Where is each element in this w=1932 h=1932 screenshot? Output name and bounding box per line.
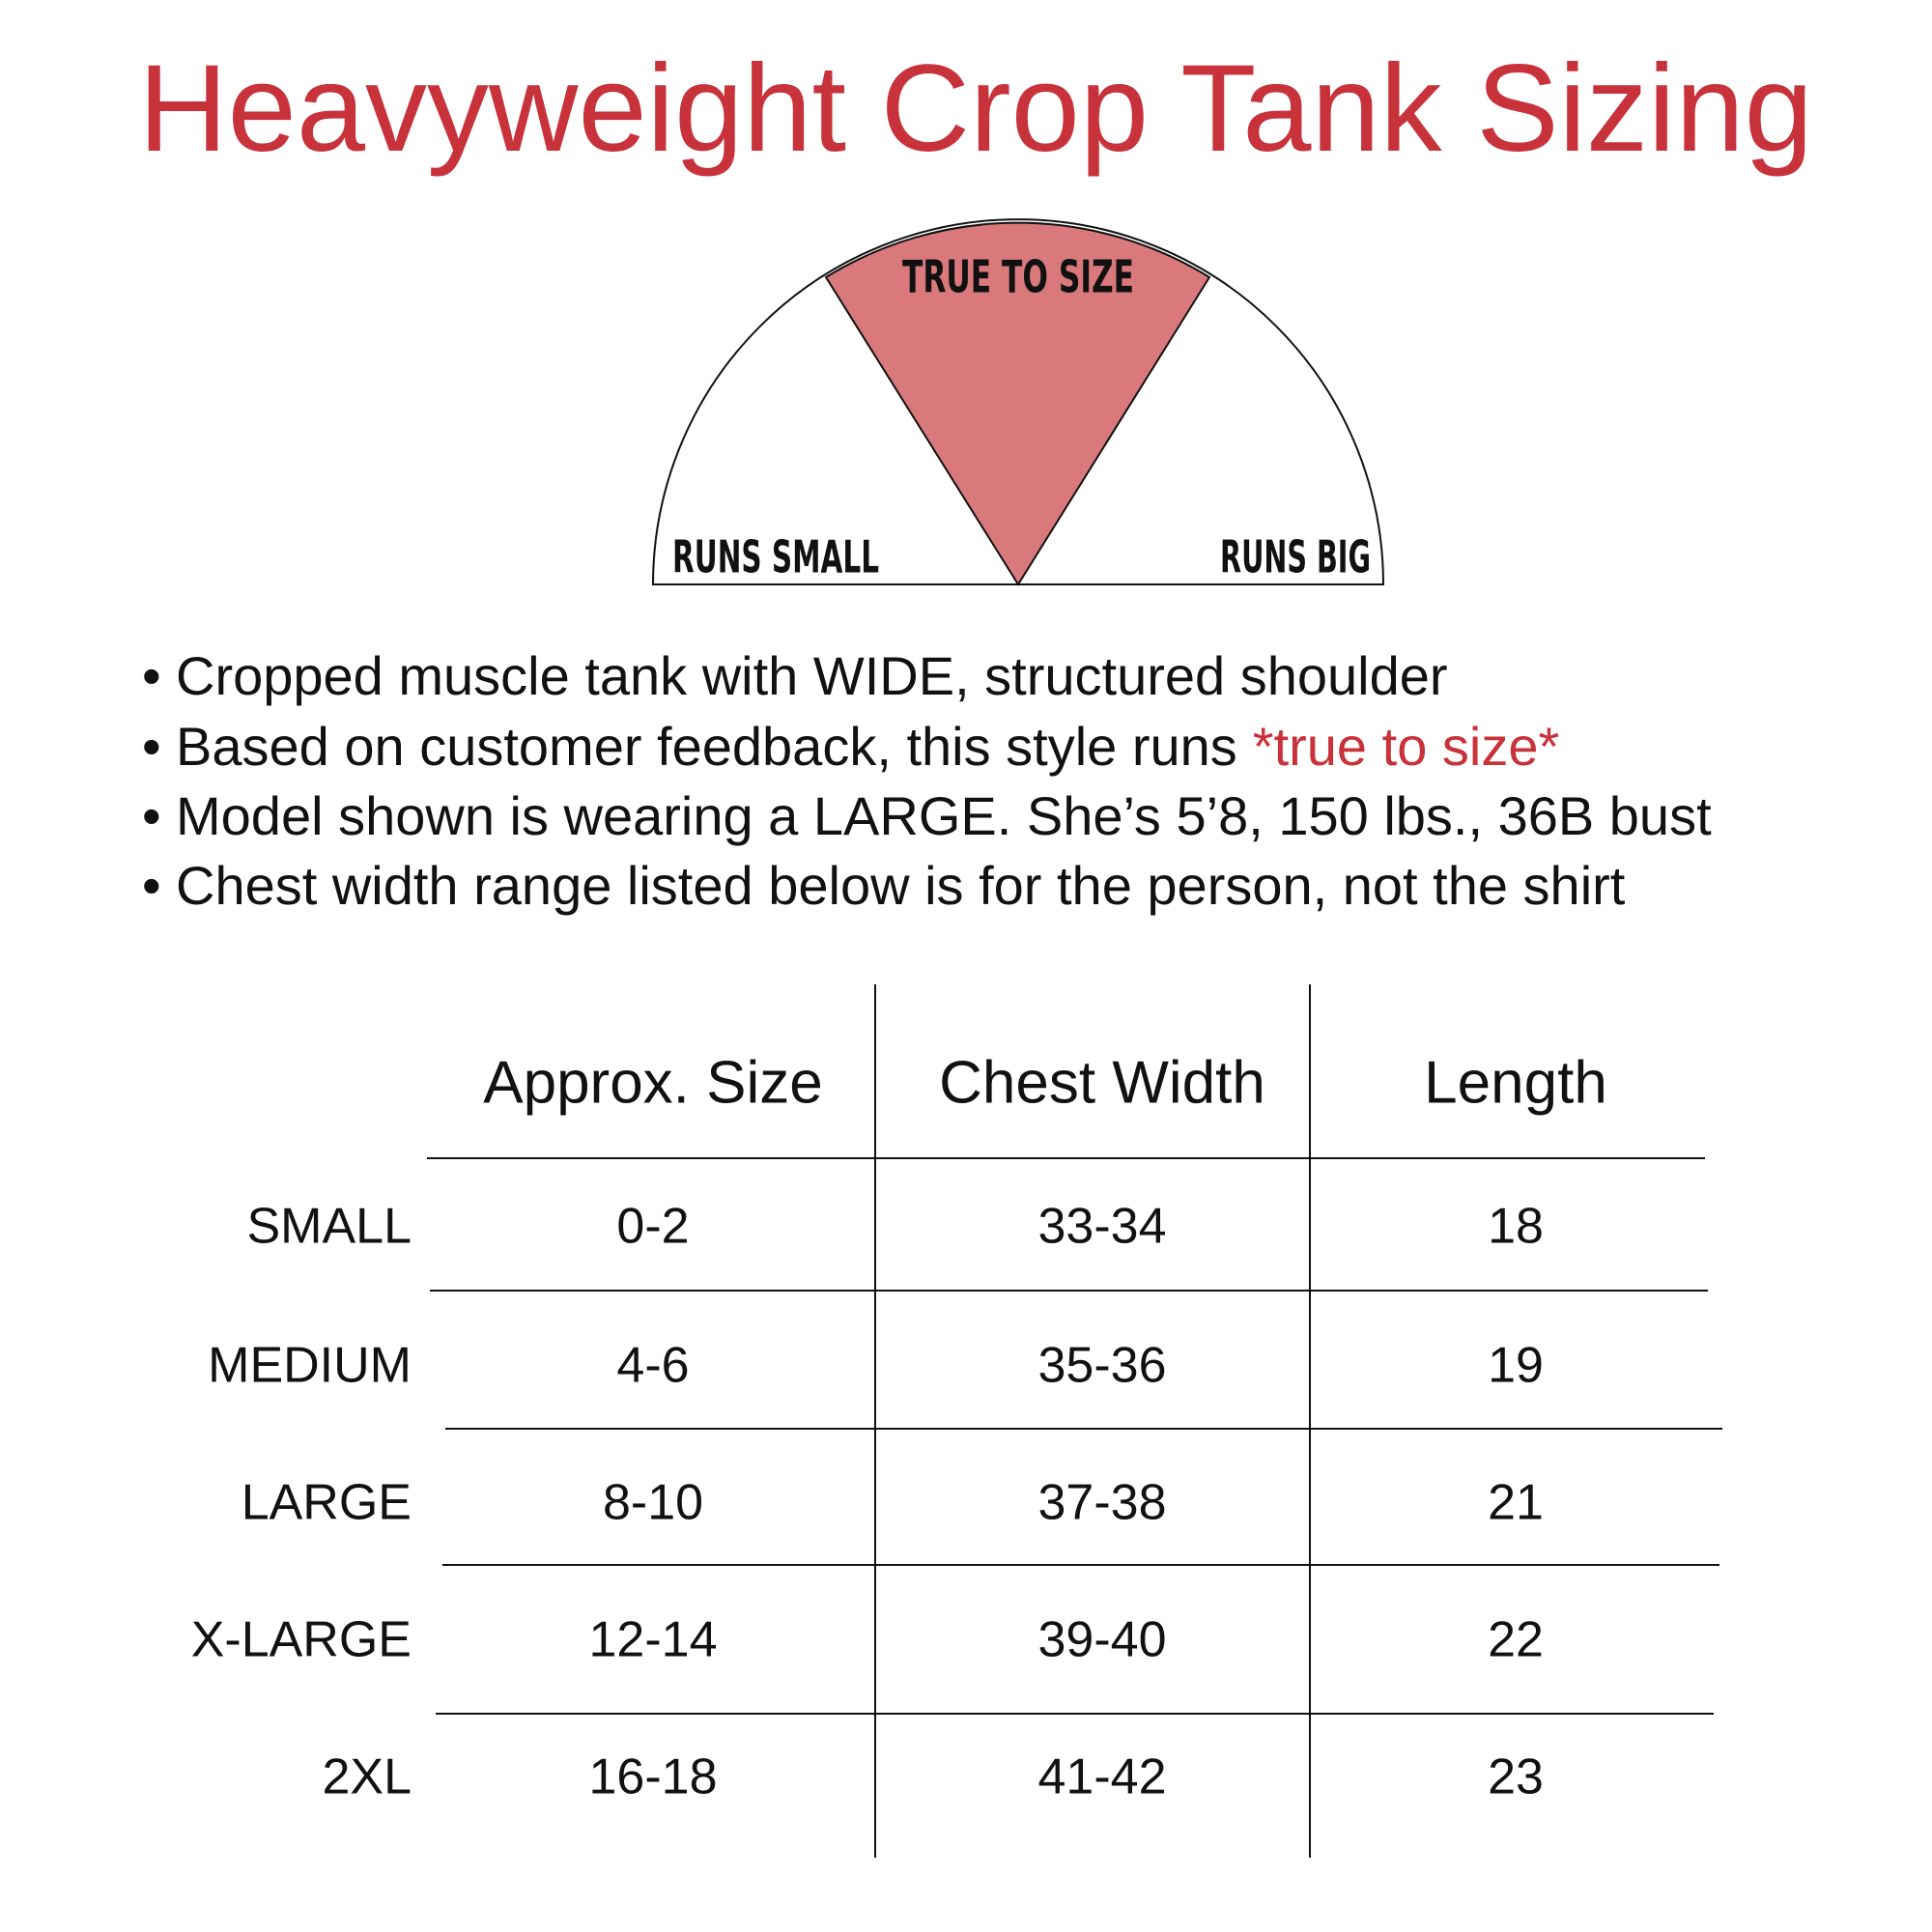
table-cell: 39-40 (1038, 1612, 1167, 1668)
bullet-dot: • (142, 716, 161, 777)
bullets: • Cropped muscle tank with WIDE, structu… (142, 645, 1712, 916)
table-cell: 4-6 (616, 1338, 689, 1394)
table-cell: 19 (1488, 1338, 1544, 1394)
table-cell: 41-42 (1038, 1749, 1167, 1805)
row-label: X-LARGE (191, 1612, 412, 1668)
row-label: MEDIUM (208, 1338, 412, 1394)
table-cell: 22 (1488, 1612, 1544, 1668)
table-cell: 8-10 (603, 1475, 703, 1531)
gauge-highlight (824, 221, 1211, 586)
row-label: SMALL (246, 1199, 412, 1255)
title: Heavyweight Crop Tank Sizing (138, 40, 1813, 178)
row-label: 2XL (322, 1749, 412, 1805)
table-cell: 37-38 (1038, 1475, 1167, 1531)
column-header: Chest Width (939, 1049, 1265, 1116)
table-cell: 33-34 (1038, 1199, 1167, 1255)
row-label: LARGE (242, 1475, 412, 1531)
bullet: Cropped muscle tank with WIDE, structure… (176, 645, 1448, 706)
column-header: Approx. Size (483, 1049, 823, 1116)
bullet-dot: • (142, 645, 161, 706)
table-cell: 0-2 (616, 1199, 689, 1255)
bullet: Chest width range listed below is for th… (176, 855, 1626, 916)
size-table: Approx. Size Chest Width Length SMALL 0-2 33-… (191, 984, 1722, 1858)
table-cell: 23 (1488, 1749, 1544, 1805)
bullet: Model shown is wearing a LARGE. She’s 5’… (176, 785, 1712, 846)
table-cell: 12-14 (589, 1612, 718, 1668)
bullet-text: Based on customer feedback, this style r… (176, 716, 1237, 777)
gauge-right-label: RUNS BIG (1220, 531, 1371, 583)
bullet-dot: • (142, 785, 161, 846)
table-cell: 21 (1488, 1475, 1544, 1531)
gauge-center-label: TRUE TO SIZE (902, 251, 1134, 303)
table-cell: 16-18 (589, 1749, 718, 1805)
table-cell: 35-36 (1038, 1338, 1167, 1394)
gauge-left-label: RUNS SMALL (672, 531, 879, 583)
table-cell: 18 (1488, 1199, 1544, 1255)
bullet: Based on customer feedback, this style r… (176, 716, 1559, 777)
bullet-dot: • (142, 855, 161, 916)
bullet-highlight: *true to size* (1253, 716, 1560, 777)
column-header: Length (1424, 1049, 1607, 1116)
fit-gauge: TRUE TO SIZE RUNS SMALL RUNS BIG (651, 218, 1385, 586)
